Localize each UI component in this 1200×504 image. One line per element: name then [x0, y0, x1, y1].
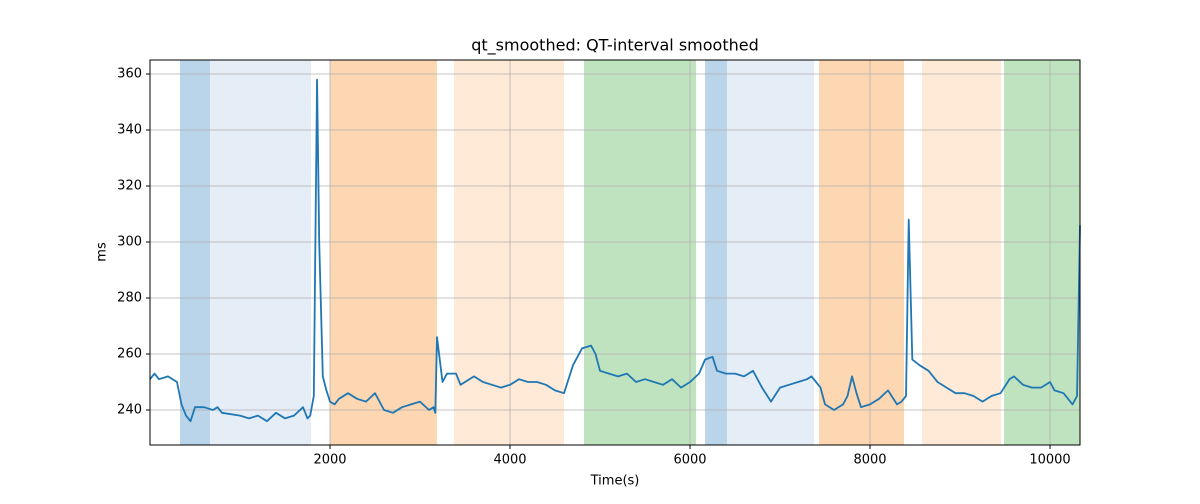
shaded-span [922, 60, 1002, 445]
x-tick-label: 2000 [313, 453, 346, 468]
shaded-span [583, 60, 697, 445]
chart-title: qt_smoothed: QT-interval smoothed [471, 36, 759, 56]
shaded-span [179, 60, 211, 445]
shaded-span [727, 60, 815, 445]
y-tick-label: 320 [117, 179, 142, 194]
x-tick-label: 6000 [673, 453, 706, 468]
y-tick-label: 280 [117, 291, 142, 306]
plot-frame [149, 59, 1081, 446]
y-axis-label: ms [95, 242, 110, 262]
shaded-span [454, 60, 565, 445]
shaded-span [330, 60, 438, 445]
shaded-span [1004, 60, 1080, 445]
x-tick-label: 10000 [1029, 453, 1070, 468]
data-line [149, 78, 1081, 423]
x-tick-label: 4000 [493, 453, 526, 468]
shaded-span [210, 60, 312, 445]
y-tick-label: 240 [117, 403, 142, 418]
shaded-span [818, 60, 905, 445]
x-axis-label: Time(s) [590, 474, 640, 489]
y-tick-label: 260 [117, 347, 142, 362]
x-tick-label: 8000 [853, 453, 886, 468]
y-tick-label: 360 [117, 67, 142, 82]
shaded-span [705, 60, 728, 445]
y-tick-label: 340 [117, 123, 142, 138]
y-tick-label: 300 [117, 235, 142, 250]
